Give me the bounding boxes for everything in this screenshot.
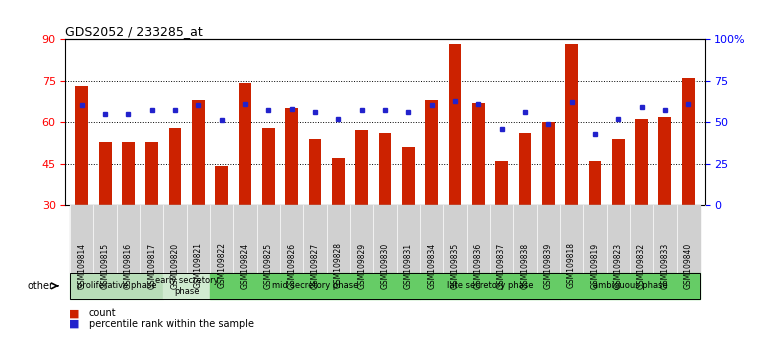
Bar: [146, 142, 158, 205]
Text: proliferative phase: proliferative phase: [77, 281, 156, 290]
Text: GSM109823: GSM109823: [614, 242, 623, 289]
Text: ■: ■: [69, 319, 80, 329]
Bar: [309, 139, 321, 205]
Text: GSM109821: GSM109821: [194, 242, 203, 289]
Bar: [216, 166, 228, 205]
Text: ■: ■: [69, 308, 80, 318]
Text: GSM109828: GSM109828: [334, 242, 343, 289]
Bar: [495, 161, 508, 205]
Text: GSM109817: GSM109817: [147, 242, 156, 289]
Bar: [542, 122, 554, 205]
Text: count: count: [89, 308, 116, 318]
Bar: [635, 119, 648, 205]
Bar: [99, 142, 112, 205]
Text: GSM109815: GSM109815: [101, 242, 109, 289]
Text: GSM109816: GSM109816: [124, 242, 133, 289]
Text: GSM109833: GSM109833: [661, 242, 669, 289]
Text: GSM109832: GSM109832: [637, 242, 646, 289]
Bar: [565, 45, 578, 205]
Bar: [402, 147, 415, 205]
Text: early secretory
phase: early secretory phase: [155, 276, 219, 296]
Text: GSM109827: GSM109827: [310, 242, 320, 289]
Text: GSM109834: GSM109834: [427, 242, 436, 289]
Text: GSM109820: GSM109820: [171, 242, 179, 289]
Bar: [681, 78, 695, 205]
Bar: [332, 158, 345, 205]
Text: GSM109824: GSM109824: [240, 242, 249, 289]
Text: GSM109837: GSM109837: [497, 242, 506, 289]
Bar: [355, 131, 368, 205]
Text: GSM109822: GSM109822: [217, 242, 226, 289]
Bar: [75, 86, 89, 205]
Bar: [286, 108, 298, 205]
Text: GSM109831: GSM109831: [403, 242, 413, 289]
Bar: [239, 83, 252, 205]
Bar: [449, 45, 461, 205]
Text: GSM109826: GSM109826: [287, 242, 296, 289]
Text: late secretory phase: late secretory phase: [447, 281, 533, 290]
Text: GSM109830: GSM109830: [380, 242, 390, 289]
Text: ambiguous phase: ambiguous phase: [593, 281, 668, 290]
Bar: [262, 128, 275, 205]
Bar: [472, 103, 484, 205]
Bar: [612, 139, 624, 205]
Bar: [658, 116, 671, 205]
Bar: [122, 142, 135, 205]
Text: GSM109839: GSM109839: [544, 242, 553, 289]
Text: GSM109840: GSM109840: [684, 242, 693, 289]
Bar: [518, 133, 531, 205]
Bar: [169, 128, 182, 205]
Text: other: other: [28, 281, 54, 291]
Text: GSM109818: GSM109818: [567, 242, 576, 289]
Text: GSM109814: GSM109814: [77, 242, 86, 289]
Bar: [379, 133, 391, 205]
Text: GSM109825: GSM109825: [264, 242, 273, 289]
Text: GSM109838: GSM109838: [521, 242, 530, 289]
Text: GSM109819: GSM109819: [591, 242, 599, 289]
Text: GSM109835: GSM109835: [450, 242, 460, 289]
Text: GDS2052 / 233285_at: GDS2052 / 233285_at: [65, 25, 203, 38]
Text: GSM109829: GSM109829: [357, 242, 367, 289]
Text: mid secretory phase: mid secretory phase: [272, 281, 358, 290]
Text: percentile rank within the sample: percentile rank within the sample: [89, 319, 253, 329]
Bar: [588, 161, 601, 205]
Bar: [192, 100, 205, 205]
Bar: [425, 100, 438, 205]
Text: GSM109836: GSM109836: [474, 242, 483, 289]
